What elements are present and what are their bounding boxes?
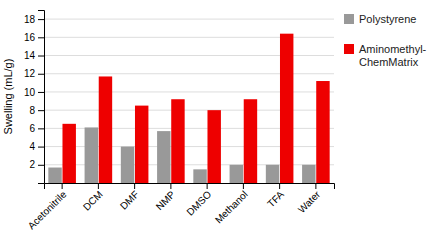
bar bbox=[171, 99, 184, 183]
bar bbox=[157, 131, 170, 183]
tick-label: 6 bbox=[29, 123, 35, 134]
tick-mark bbox=[207, 183, 208, 189]
tick-mark bbox=[38, 165, 44, 166]
tick-label: 4 bbox=[29, 141, 35, 152]
bar bbox=[85, 127, 98, 183]
legend-item: Polystyrene bbox=[344, 13, 416, 25]
x-tick: Water bbox=[296, 183, 323, 215]
bar bbox=[207, 110, 220, 183]
bar bbox=[230, 165, 243, 183]
tick-mark bbox=[38, 110, 44, 111]
x-tick: DCM bbox=[81, 183, 105, 213]
bar bbox=[244, 99, 257, 183]
tick-mark bbox=[243, 183, 244, 189]
bar bbox=[48, 168, 61, 183]
tick-mark bbox=[315, 183, 316, 189]
x-tick: Acetonitrile bbox=[26, 183, 69, 231]
bar bbox=[302, 165, 315, 183]
y-tick: 12 bbox=[24, 68, 44, 79]
grid-line bbox=[44, 19, 334, 20]
legend-label: Polystyrene bbox=[359, 13, 416, 25]
tick-mark bbox=[38, 37, 44, 38]
tick-label: TFA bbox=[265, 188, 286, 209]
tick-label: 10 bbox=[24, 87, 36, 98]
legend-item: Aminomethyl-ChemMatrix bbox=[344, 43, 427, 68]
bar bbox=[280, 34, 293, 183]
x-tick: Methanol bbox=[213, 183, 250, 226]
tick-mark bbox=[62, 183, 63, 189]
bar bbox=[99, 76, 112, 183]
tick-label: DMF bbox=[118, 189, 141, 212]
bar bbox=[62, 124, 75, 183]
tick-mark bbox=[98, 183, 99, 189]
tick-label: 18 bbox=[24, 14, 36, 25]
tick-mark bbox=[170, 183, 171, 189]
plot-area: 2 4 6 8 10 12 14 16 18 Acetonitrile DCM DMF NMPDMSOM… bbox=[24, 11, 335, 232]
tick-label: 14 bbox=[24, 50, 36, 61]
axis-line bbox=[45, 184, 335, 190]
tick-mark bbox=[38, 56, 44, 57]
y-tick: 6 bbox=[29, 123, 44, 134]
x-axis: Acetonitrile DCM DMF NMPDMSOMethanol TFA Wate… bbox=[26, 183, 335, 231]
bar-series bbox=[62, 34, 329, 183]
y-tick: 10 bbox=[24, 87, 44, 98]
tick-mark bbox=[38, 92, 44, 93]
tick-label: DCM bbox=[81, 189, 105, 213]
tick-mark bbox=[38, 128, 44, 129]
tick-label: NMP bbox=[154, 188, 178, 212]
y-tick: 2 bbox=[29, 159, 44, 170]
tick-label: Water bbox=[296, 188, 323, 215]
x-tick: DMF bbox=[118, 183, 141, 212]
tick-mark bbox=[134, 183, 135, 189]
bar bbox=[135, 106, 148, 183]
bar bbox=[316, 81, 329, 183]
y-tick: 16 bbox=[24, 32, 44, 43]
tick-label: 16 bbox=[24, 32, 36, 43]
legend-label: Aminomethyl-ChemMatrix bbox=[359, 43, 427, 68]
x-tick: DMSO bbox=[184, 183, 213, 218]
bar bbox=[266, 165, 279, 183]
bar bbox=[193, 169, 206, 183]
legend-swatch bbox=[344, 44, 354, 54]
y-axis: 2 4 6 8 10 12 14 16 18 bbox=[24, 11, 45, 184]
tick-label: 12 bbox=[24, 68, 36, 79]
y-axis-title: Swelling (mL/g) bbox=[2, 59, 14, 135]
bar bbox=[121, 147, 134, 183]
tick-mark bbox=[38, 19, 44, 20]
legend: Polystyrene Aminomethyl-ChemMatrix bbox=[344, 13, 427, 68]
y-tick: 4 bbox=[29, 141, 44, 152]
chart-container: 2 4 6 8 10 12 14 16 18 Acetonitrile DCM DMF NMPDMSOM… bbox=[0, 0, 442, 247]
bars bbox=[48, 34, 329, 183]
legend-swatch bbox=[344, 14, 354, 24]
y-tick: 14 bbox=[24, 50, 44, 61]
tick-label: 8 bbox=[29, 105, 35, 116]
chart-svg: 2 4 6 8 10 12 14 16 18 Acetonitrile DCM DMF NMPDMSOM… bbox=[0, 0, 442, 247]
tick-label: Methanol bbox=[213, 189, 250, 226]
tick-label: DMSO bbox=[184, 189, 213, 218]
y-tick: 8 bbox=[29, 105, 44, 116]
tick-mark bbox=[38, 74, 44, 75]
tick-label: Acetonitrile bbox=[26, 188, 69, 231]
y-tick: 18 bbox=[24, 14, 44, 25]
x-tick: TFA bbox=[265, 183, 286, 209]
x-tick: NMP bbox=[154, 183, 178, 212]
tick-mark bbox=[38, 147, 44, 148]
tick-mark bbox=[279, 183, 280, 189]
tick-label: 2 bbox=[29, 159, 35, 170]
axis-line bbox=[38, 11, 45, 184]
